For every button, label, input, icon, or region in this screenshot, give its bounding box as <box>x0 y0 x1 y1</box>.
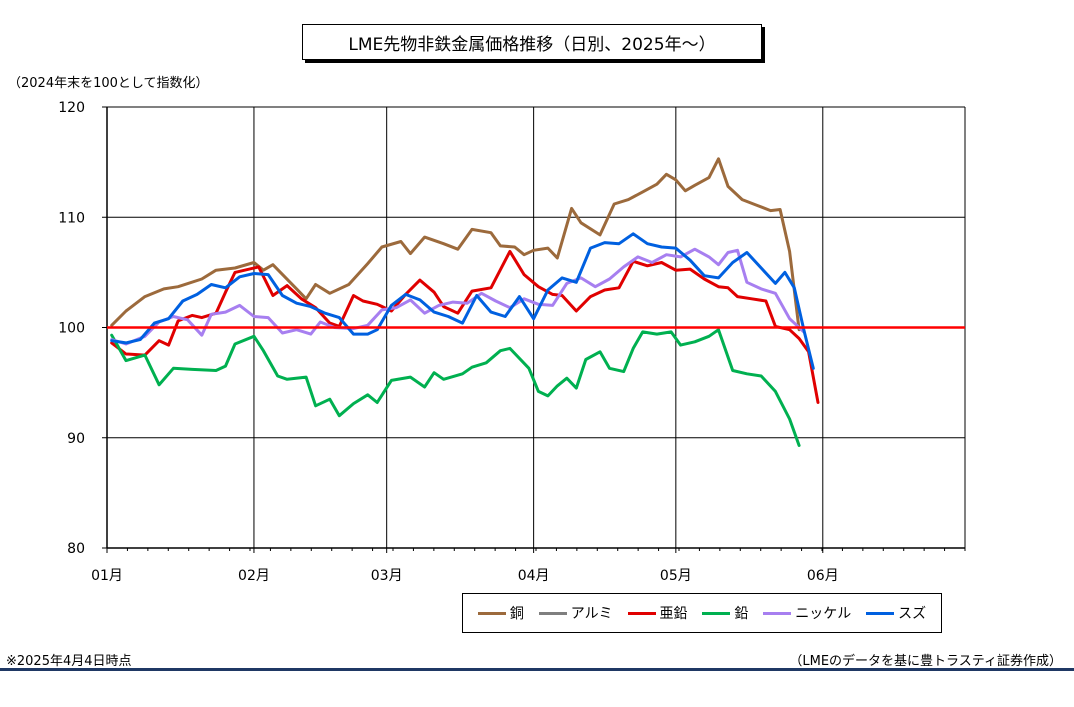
legend-swatch <box>763 611 792 615</box>
legend-item: 鉛 <box>702 603 748 623</box>
chart-title: LME先物非鉄金属価格推移（日別、2025年～） <box>302 24 762 60</box>
legend-swatch <box>702 611 731 615</box>
y-axis-unit-label: （2024年末を100として指数化） <box>8 76 209 91</box>
legend-label: ニッケル <box>795 606 852 622</box>
series-line <box>110 328 801 447</box>
y-tick-label: 120 <box>58 100 85 116</box>
x-tick-label: 05月 <box>660 568 692 584</box>
y-tick-label: 90 <box>67 431 85 447</box>
x-tick-label: 04月 <box>518 568 550 584</box>
y-tick-label: 110 <box>58 210 85 226</box>
legend-label: スズ <box>898 606 927 622</box>
source-note: （LMEのデータを基に豊トラスティ証券作成） <box>789 654 1062 669</box>
legend-item: アルミ <box>538 603 613 623</box>
legend-swatch <box>866 611 895 615</box>
series-line <box>110 247 806 346</box>
x-tick-label: 03月 <box>371 568 403 584</box>
y-tick-label: 80 <box>67 541 85 557</box>
x-tick-label: 01月 <box>91 568 123 584</box>
legend-swatch <box>477 611 506 615</box>
legend-item: 銅 <box>477 603 524 623</box>
chart-legend: 銅 アルミ 亜鉛 鉛 ニッケル スズ <box>462 593 942 633</box>
legend-swatch <box>627 611 656 615</box>
y-tick-label: 100 <box>58 321 85 337</box>
legend-label: 銅 <box>509 606 524 622</box>
legend-label: アルミ <box>570 606 613 622</box>
bottom-divider <box>0 668 1074 671</box>
legend-item: スズ <box>866 603 926 623</box>
legend-swatch <box>538 611 567 615</box>
x-tick-label: 06月 <box>807 568 839 584</box>
legend-label: 亜鉛 <box>659 606 688 622</box>
legend-item: ニッケル <box>763 603 851 623</box>
line-chart: 80 90 100 110 120 01月 02月 03月 04月 05月 06月 <box>58 100 966 584</box>
legend-label: 鉛 <box>734 606 749 622</box>
legend-item: 亜鉛 <box>627 603 688 623</box>
x-tick-label: 02月 <box>238 568 270 584</box>
series-line <box>110 157 801 332</box>
series-line <box>110 232 815 370</box>
data-as-of-note: ※2025年4月4日時点 <box>6 654 132 669</box>
